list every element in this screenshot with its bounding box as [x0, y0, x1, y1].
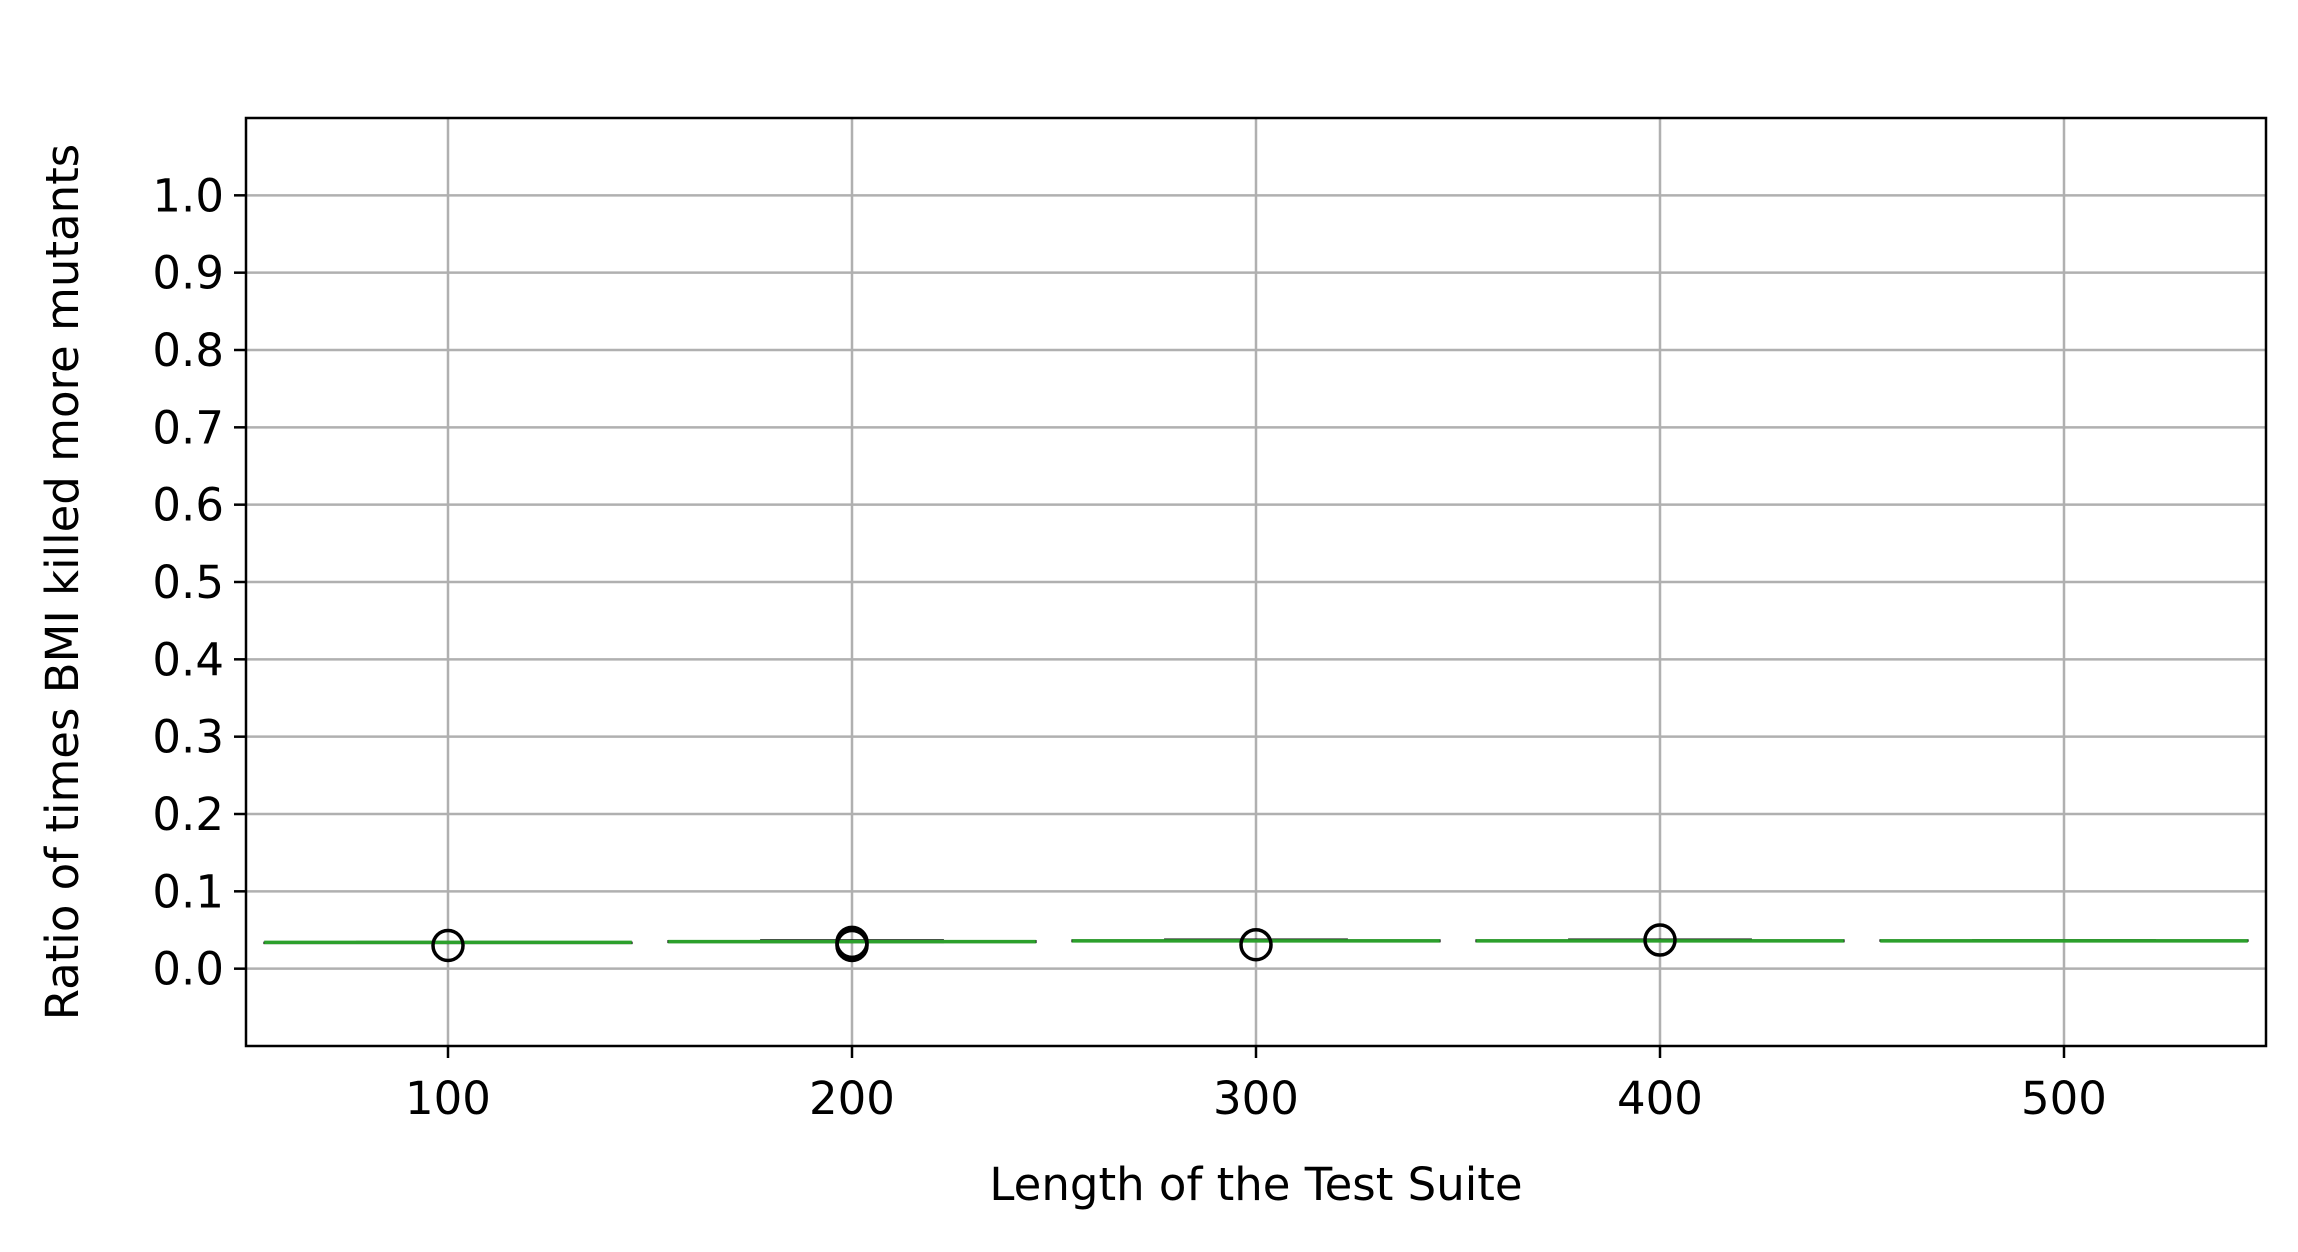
- y-tick-label: 0.3: [152, 711, 224, 764]
- box-series: [263, 923, 2249, 963]
- y-tick-label: 0.7: [152, 401, 224, 454]
- x-axis-ticks: 100 200 300 400 500: [405, 1046, 2107, 1125]
- y-axis-ticks: 0.0 0.1 0.2 0.3 0.4 0.5 0.6 0.7 0.8 0.9 1.0: [152, 169, 246, 996]
- box-400: [1475, 923, 1845, 957]
- y-tick-label: 0.0: [152, 943, 224, 996]
- y-tick-label: 0.4: [152, 633, 224, 686]
- box-200: [667, 925, 1037, 963]
- y-tick-label: 0.5: [152, 556, 224, 609]
- outlier-point: [1239, 927, 1273, 962]
- y-tick-label: 1.0: [152, 169, 224, 222]
- grid-lines: [246, 118, 2266, 1046]
- x-tick-label: 400: [1617, 1072, 1703, 1125]
- x-axis-label: Length of the Test Suite: [989, 1158, 1522, 1211]
- y-tick-label: 0.9: [152, 247, 224, 300]
- y-tick-label: 0.8: [152, 324, 224, 377]
- outlier-point: [1643, 923, 1677, 957]
- x-tick-label: 100: [405, 1072, 491, 1125]
- x-tick-label: 300: [1213, 1072, 1299, 1125]
- x-tick-label: 200: [809, 1072, 895, 1125]
- y-axis-label: Ratio of times BMI killed more mutants: [36, 144, 89, 1020]
- y-tick-label: 0.2: [152, 788, 224, 841]
- y-tick-label: 0.1: [152, 865, 224, 918]
- outlier-point: [431, 928, 465, 963]
- y-tick-label: 0.6: [152, 479, 224, 532]
- outlier-point: [835, 925, 869, 960]
- box-500: [1879, 939, 2249, 943]
- box-100: [263, 928, 633, 963]
- x-tick-label: 500: [2021, 1072, 2107, 1125]
- box-300: [1071, 927, 1441, 962]
